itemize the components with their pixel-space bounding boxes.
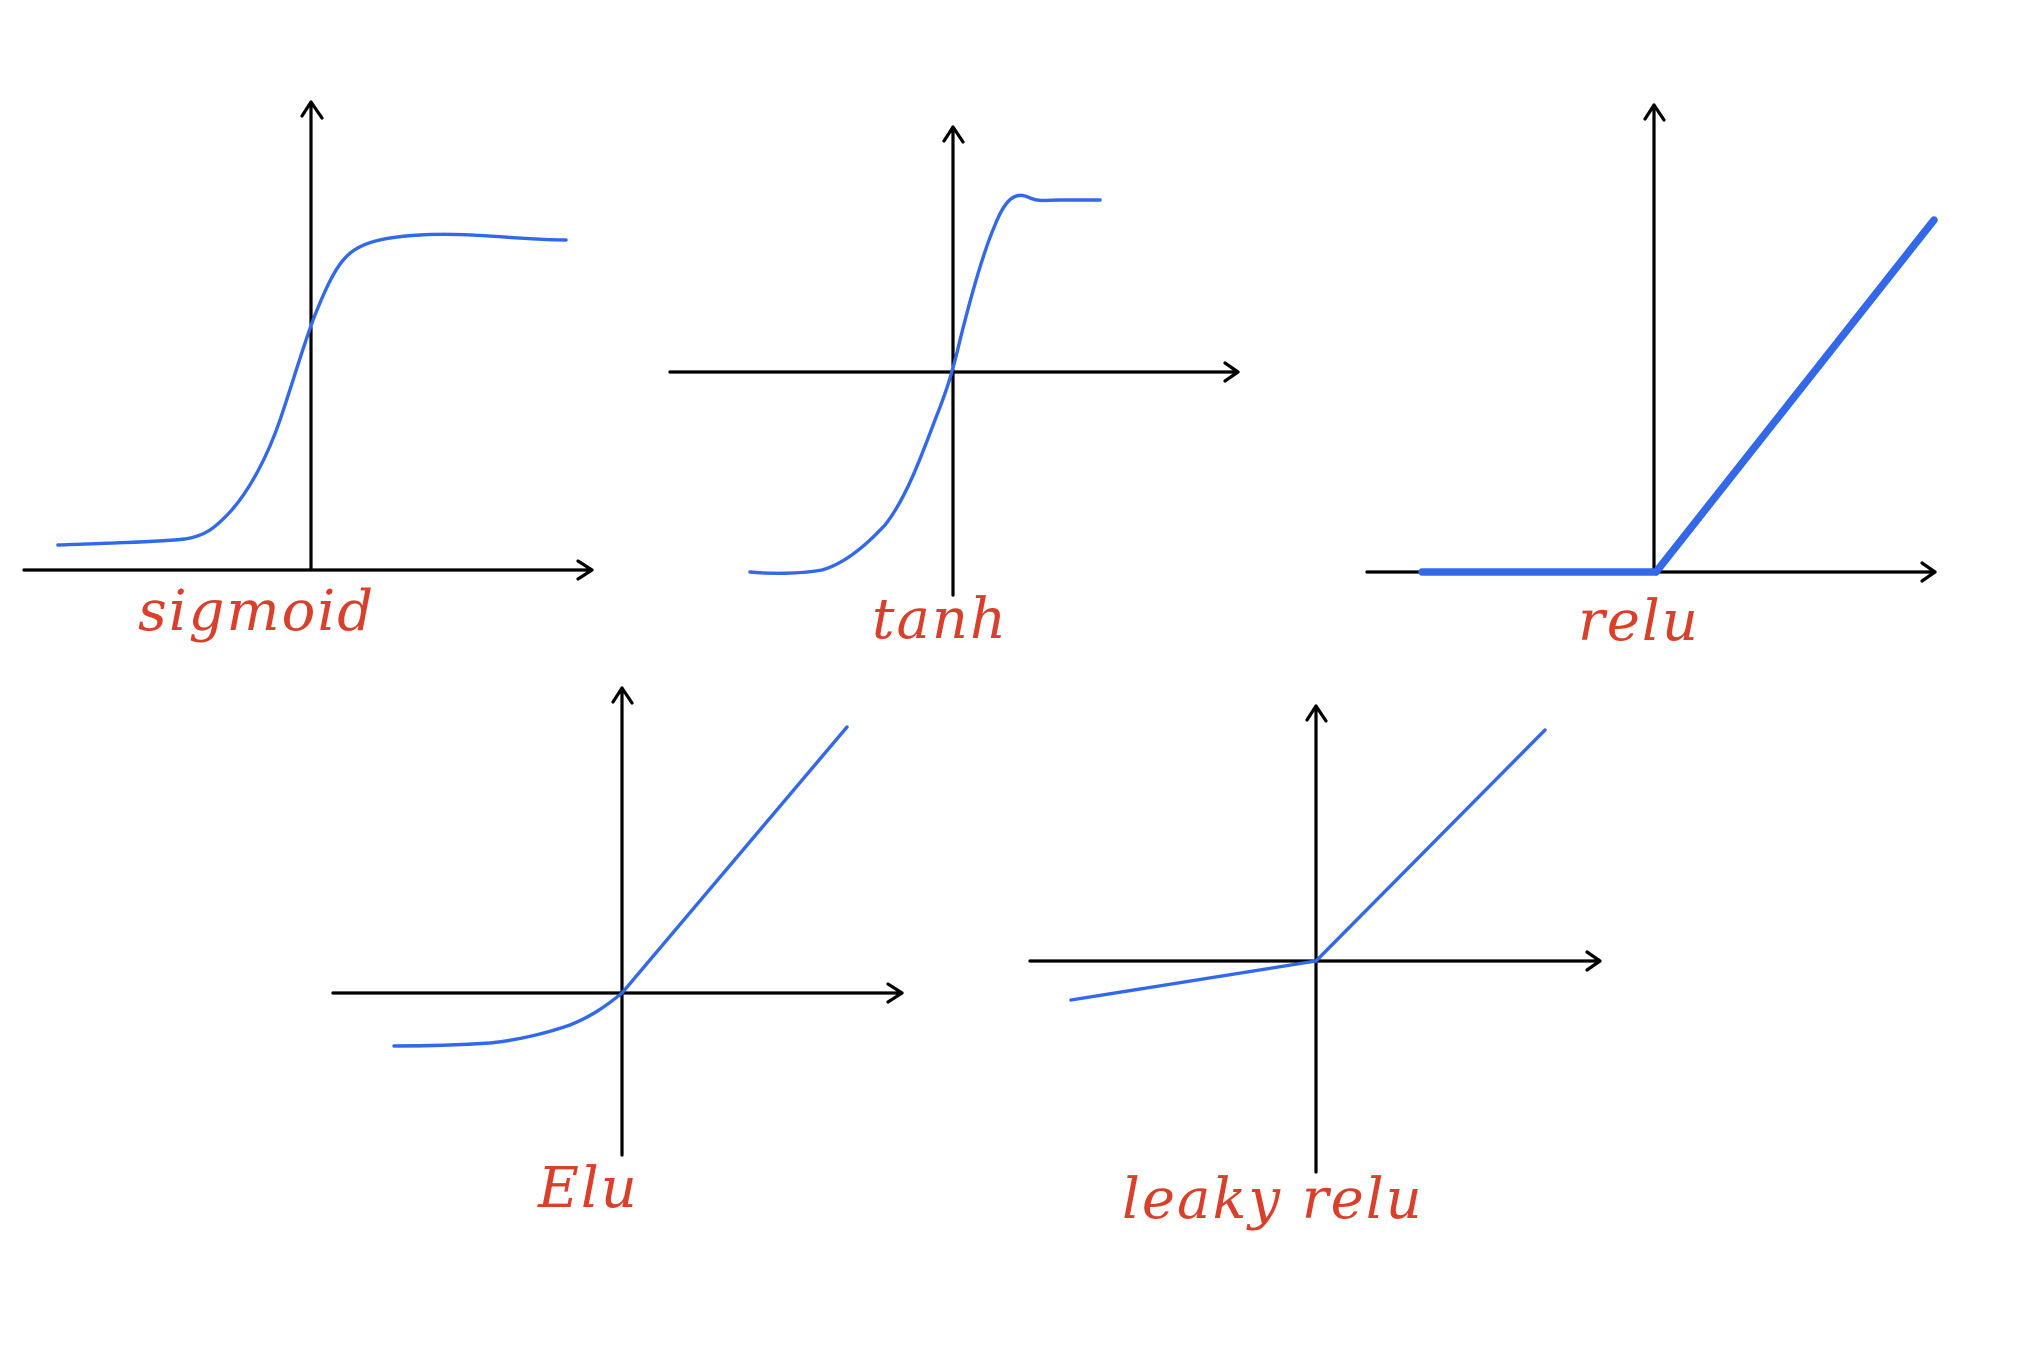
leaky-relu-panel: leaky relu bbox=[1028, 704, 1602, 1232]
tanh-label: tanh bbox=[872, 587, 1008, 652]
sigmoid-label: sigmoid bbox=[138, 579, 375, 644]
leaky-relu-negative-segment bbox=[1069, 959, 1318, 1002]
sigmoid-x-axis bbox=[22, 559, 594, 581]
sigmoid-y-axis bbox=[300, 100, 324, 572]
sigmoid-panel: sigmoid bbox=[22, 100, 594, 644]
leaky-relu-y-axis bbox=[1305, 704, 1328, 1174]
elu-curve bbox=[392, 725, 849, 1048]
elu-x-axis bbox=[331, 982, 904, 1004]
leaky-relu-positive-segment bbox=[1314, 728, 1547, 963]
relu-positive-segment bbox=[1652, 216, 1938, 576]
elu-panel: Elu bbox=[331, 686, 904, 1221]
tanh-curve bbox=[748, 193, 1102, 576]
sigmoid-curve bbox=[56, 232, 568, 547]
elu-label: Elu bbox=[537, 1156, 639, 1221]
relu-panel: relu bbox=[1365, 103, 1938, 654]
relu-y-axis bbox=[1643, 103, 1666, 574]
elu-y-axis bbox=[611, 686, 634, 1157]
relu-label: relu bbox=[1578, 589, 1700, 654]
leaky-relu-label: leaky relu bbox=[1122, 1167, 1424, 1232]
tanh-panel: tanh bbox=[668, 125, 1240, 652]
